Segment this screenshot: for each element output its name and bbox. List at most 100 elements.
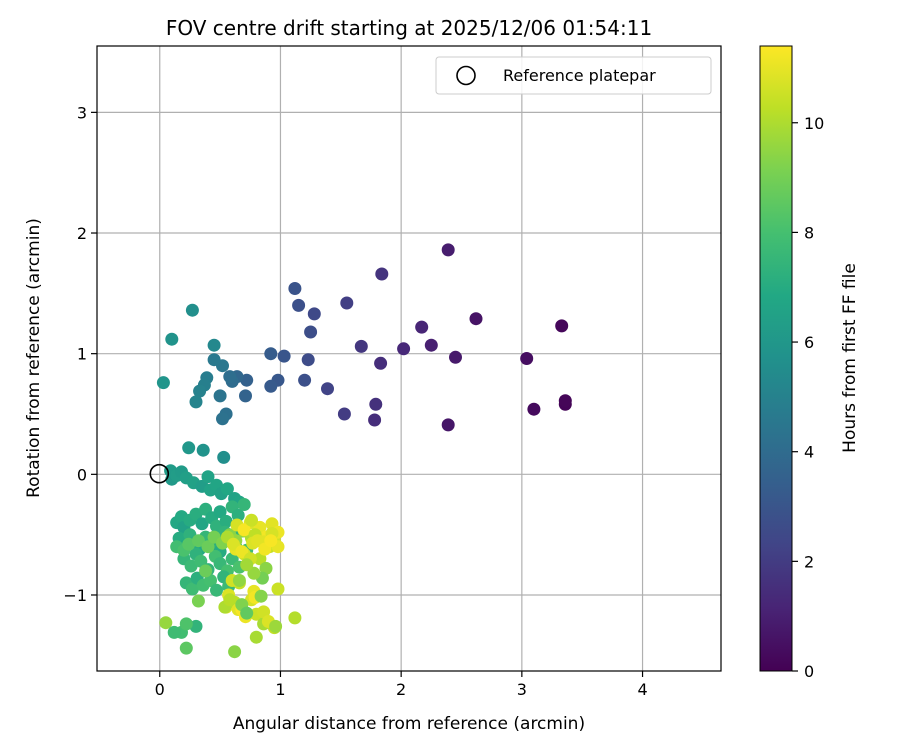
scatter-point bbox=[271, 582, 285, 596]
x-tick-label: 4 bbox=[637, 680, 647, 699]
scatter-point bbox=[213, 389, 227, 403]
scatter-point bbox=[292, 298, 306, 312]
y-tick-label: 0 bbox=[77, 465, 87, 484]
scatter-point bbox=[159, 616, 173, 630]
scatter-point bbox=[253, 552, 267, 566]
y-axis-label: Rotation from reference (arcmin) bbox=[24, 218, 44, 498]
scatter-point bbox=[240, 558, 254, 572]
scatter-point bbox=[469, 312, 483, 326]
scatter-point bbox=[223, 593, 237, 607]
scatter-point bbox=[247, 566, 261, 580]
scatter-point bbox=[298, 373, 312, 387]
scatter-point bbox=[185, 303, 199, 317]
scatter-point bbox=[337, 407, 351, 421]
scatter-point bbox=[185, 582, 199, 596]
scatter-point bbox=[220, 482, 234, 496]
gridlines bbox=[97, 46, 721, 671]
scatter-point bbox=[264, 379, 278, 393]
y-tick-label: 2 bbox=[77, 224, 87, 243]
scatter-point bbox=[527, 402, 541, 416]
scatter-point bbox=[184, 559, 198, 573]
colorbar-tick-label: 2 bbox=[804, 552, 814, 571]
colorbar-tick-label: 10 bbox=[804, 114, 824, 133]
scatter-point bbox=[555, 319, 569, 333]
legend-marker bbox=[456, 65, 476, 86]
scatter-point bbox=[195, 517, 209, 531]
scatter-point bbox=[193, 384, 207, 398]
y-tick-label: 3 bbox=[77, 103, 87, 122]
scatter-point bbox=[182, 441, 196, 455]
x-tick-label: 2 bbox=[396, 680, 406, 699]
scatter-point bbox=[251, 534, 264, 548]
scatter-point bbox=[219, 514, 233, 528]
scatter-point bbox=[199, 564, 213, 578]
colorbar-tick-label: 6 bbox=[804, 333, 814, 352]
scatter-points bbox=[156, 243, 572, 659]
scatter-point bbox=[213, 505, 227, 519]
legend: Reference platepar bbox=[435, 56, 712, 95]
scatter-point bbox=[269, 619, 283, 633]
colorbar-tick-label: 4 bbox=[804, 443, 814, 462]
chart-title: FOV centre drift starting at 2025/12/06 … bbox=[166, 16, 652, 40]
scatter-point bbox=[210, 583, 223, 597]
scatter-point bbox=[201, 470, 215, 484]
scatter-point bbox=[321, 382, 334, 396]
y-tick-label: 1 bbox=[77, 345, 87, 364]
colorbar-tick-label: 0 bbox=[804, 662, 814, 681]
scatter-point bbox=[441, 243, 455, 257]
scatter-point bbox=[207, 338, 221, 352]
legend-label: Reference platepar bbox=[503, 66, 656, 85]
scatter-point bbox=[264, 534, 278, 548]
scatter-point bbox=[201, 540, 215, 554]
scatter-point bbox=[264, 347, 278, 361]
scatter-point bbox=[304, 325, 318, 339]
colorbar: 0 2 4 6 8 10 Hours from first FF file bbox=[759, 45, 860, 681]
scatter-point bbox=[196, 443, 210, 457]
reference-platepar-marker bbox=[149, 463, 170, 484]
scatter-point bbox=[301, 353, 315, 367]
scatter-point bbox=[228, 645, 242, 659]
scatter-point bbox=[217, 450, 231, 464]
x-axis-label: Angular distance from reference (arcmin) bbox=[233, 714, 585, 734]
scatter-point bbox=[558, 394, 572, 408]
scatter-point bbox=[231, 508, 245, 522]
scatter-point bbox=[375, 267, 389, 281]
plot-frame bbox=[96, 45, 722, 672]
scatter-point bbox=[288, 611, 302, 625]
scatter-point bbox=[354, 339, 368, 353]
scatter-point bbox=[240, 606, 254, 620]
scatter-point bbox=[277, 349, 291, 363]
scatter-point bbox=[235, 545, 249, 559]
x-axis-ticks: 0 1 2 3 4 bbox=[155, 671, 648, 699]
scatter-point bbox=[189, 507, 203, 521]
scatter-point bbox=[189, 395, 203, 409]
scatter-point bbox=[232, 574, 246, 587]
scatter-point bbox=[179, 641, 193, 655]
scatter-point bbox=[415, 320, 429, 334]
scatter-point bbox=[223, 370, 237, 384]
scatter-point bbox=[204, 574, 217, 587]
scatter-point bbox=[441, 418, 455, 432]
y-axis-ticks: −1 0 1 2 3 bbox=[63, 103, 97, 605]
scatter-point bbox=[239, 389, 252, 403]
colorbar-tick-label: 8 bbox=[804, 223, 814, 242]
colorbar-ticks: 0 2 4 6 8 10 bbox=[792, 114, 824, 681]
scatter-point bbox=[288, 282, 302, 295]
scatter-point bbox=[424, 338, 438, 352]
scatter-point bbox=[167, 625, 181, 639]
scatter-point bbox=[369, 397, 383, 411]
scatter-point bbox=[165, 332, 179, 346]
x-tick-label: 3 bbox=[517, 680, 527, 699]
x-tick-label: 1 bbox=[275, 680, 285, 699]
scatter-point bbox=[237, 523, 251, 537]
scatter-point bbox=[340, 296, 354, 310]
scatter-point bbox=[257, 605, 271, 619]
scatter-point bbox=[207, 353, 221, 367]
scatter-point bbox=[368, 413, 382, 427]
scatter-point bbox=[520, 352, 534, 365]
scatter-point bbox=[449, 350, 462, 364]
scatter-point bbox=[226, 537, 240, 551]
legend-box bbox=[435, 56, 712, 95]
colorbar-gradient bbox=[759, 45, 793, 672]
